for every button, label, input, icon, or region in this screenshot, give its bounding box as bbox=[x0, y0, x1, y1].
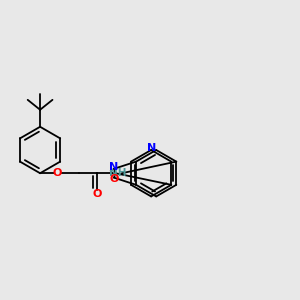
Text: O: O bbox=[93, 189, 102, 199]
Text: NH: NH bbox=[109, 168, 126, 178]
Text: O: O bbox=[52, 168, 62, 178]
Text: N: N bbox=[146, 143, 156, 154]
Text: O: O bbox=[109, 174, 119, 184]
Text: N: N bbox=[110, 162, 118, 172]
